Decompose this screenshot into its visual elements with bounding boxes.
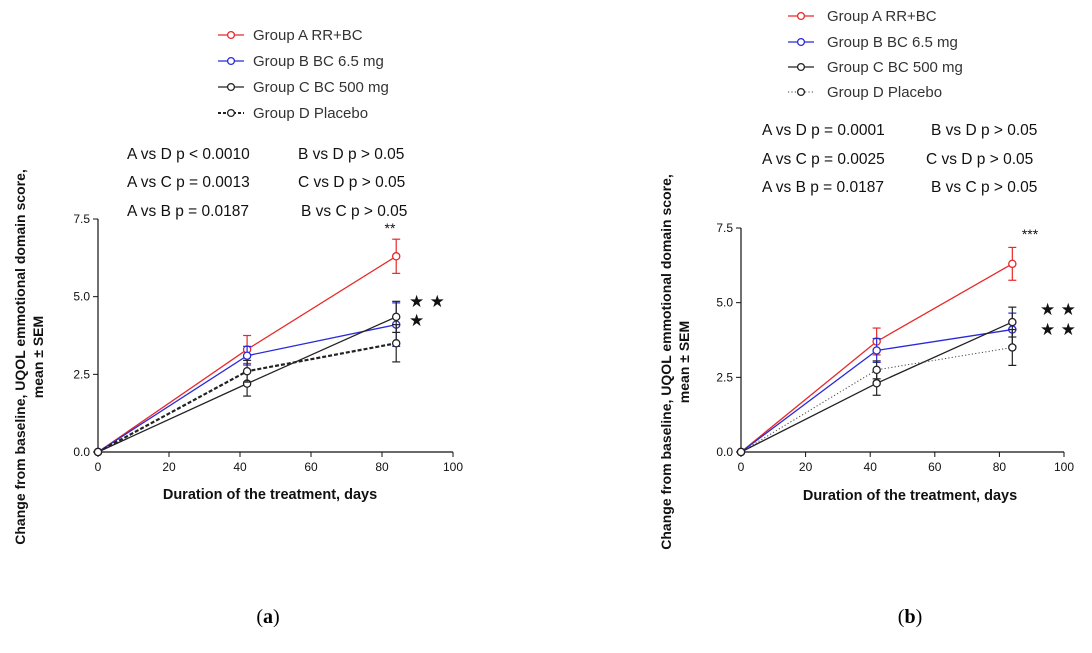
panel-b: Group A RR+BC Group B BC 6.5 mg Group C … [658,8,1076,628]
legend-a-item-3: Group C BC 500 mg [218,79,389,96]
data-point [1008,317,1017,327]
data-point [93,447,103,457]
y-tick-label: 0.0 [73,445,90,459]
significance-marker-b: *** [1022,226,1039,242]
panel-label-b: (b) [898,606,922,628]
x-tick-label: 0 [738,460,745,474]
legend-label: Group B BC 6.5 mg [827,34,958,51]
stat-text: B vs C p > 0.05 [931,179,1037,196]
data-point [872,379,881,388]
stats-b: A vs D p = 0.0001 B vs D p > 0.05 A vs C… [762,122,1037,196]
data-point [736,447,746,457]
data-point [1008,259,1017,269]
stat-text: A vs D p < 0.0010 [127,146,250,163]
legend-b-item-2: Group B BC 6.5 mg [788,34,958,51]
y-axis-title-b: Change from baseline, UQOL emmotional do… [658,174,692,549]
y-tick-label: 7.5 [716,221,733,235]
x-tick-label: 0 [95,460,102,474]
x-tick-label: 40 [233,460,247,474]
y-tick-label: 2.5 [716,370,733,384]
legend-b-item-1: Group A RR+BC [788,8,937,25]
legend-a-item-2: Group B BC 6.5 mg [218,53,384,70]
legend-a: Group A RR+BC Group B BC 6.5 mg Group C … [218,27,389,122]
x-tick-label: 80 [375,460,389,474]
x-tick-label: 20 [799,460,813,474]
data-point [242,366,252,376]
x-tick-label: 100 [1054,460,1074,474]
stats-a: A vs D p < 0.0010 B vs D p > 0.05 A vs C… [127,146,407,220]
y-tick-label: 7.5 [73,212,90,226]
stat-text: A vs C p = 0.0013 [127,174,250,191]
panel-a: Group A RR+BC Group B BC 6.5 mg Group C … [12,27,463,628]
stat-text: A vs B p = 0.0187 [762,179,884,196]
stat-text: B vs C p > 0.05 [301,203,407,220]
stat-text: B vs D p > 0.05 [931,122,1037,139]
data-point [1008,343,1017,352]
y-tick-label: 0.0 [716,445,733,459]
x-tick-label: 100 [443,460,463,474]
legend-b-item-4: Group D Placebo [788,84,942,101]
y-tick-label: 5.0 [716,296,733,310]
legend-label: Group C BC 500 mg [253,79,389,96]
significance-marker-a: ** [385,220,396,236]
legend-label: Group D Placebo [827,84,942,101]
data-point [391,252,401,261]
x-tick-label: 80 [993,460,1007,474]
plot-a: 0 20 40 60 80 100 0.0 2.5 5.0 7.5 [73,212,463,474]
stat-text: A vs C p = 0.0025 [762,151,885,168]
stat-text: C vs D p > 0.05 [926,151,1033,168]
y-axis-title-line2: mean ± SEM [676,321,692,403]
y-axis-title-a: Change from baseline, UQOL emmotional do… [12,169,46,544]
star-marker-a-2: ★ [409,311,424,331]
stat-text: C vs D p > 0.05 [298,174,405,191]
legend-label: Group C BC 500 mg [827,59,963,76]
star-marker-a-1: ★ ★ [409,292,445,312]
legend-label: Group A RR+BC [253,27,363,44]
x-tick-label: 40 [864,460,878,474]
data-point [391,339,401,348]
legend-label: Group B BC 6.5 mg [253,53,384,70]
legend-label: Group A RR+BC [827,8,937,25]
legend-label: Group D Placebo [253,105,368,122]
data-point [391,312,401,322]
legend-a-item-1: Group A RR+BC [218,27,363,44]
y-tick-label: 2.5 [73,367,90,381]
stat-text: A vs B p = 0.0187 [127,203,249,220]
data-point [872,365,881,375]
legend-b-item-3: Group C BC 500 mg [788,59,963,76]
plot-b: 0 20 40 60 80 100 0.0 2.5 5.0 7.5 [716,221,1074,474]
x-tick-label: 20 [162,460,176,474]
x-tick-label: 60 [304,460,318,474]
y-axis-title-line2: mean ± SEM [30,316,46,398]
y-tick-label: 5.0 [73,290,90,304]
stat-text: A vs D p = 0.0001 [762,122,885,139]
star-marker-b-2: ★ ★ [1040,320,1076,340]
data-point [872,346,881,355]
x-tick-label: 60 [928,460,942,474]
y-axis-title-line1: Change from baseline, UQOL emmotional do… [658,174,674,549]
x-axis-title-b: Duration of the treatment, days [803,488,1017,504]
legend-a-item-4: Group D Placebo [218,105,368,122]
panel-label-a: (a) [256,606,279,628]
x-axis-title-a: Duration of the treatment, days [163,487,377,503]
star-marker-b-1: ★ ★ [1040,300,1076,320]
stat-text: B vs D p > 0.05 [298,146,404,163]
legend-b: Group A RR+BC Group B BC 6.5 mg Group C … [788,8,963,101]
data-point [242,351,252,360]
y-axis-title-line1: Change from baseline, UQOL emmotional do… [12,169,28,544]
